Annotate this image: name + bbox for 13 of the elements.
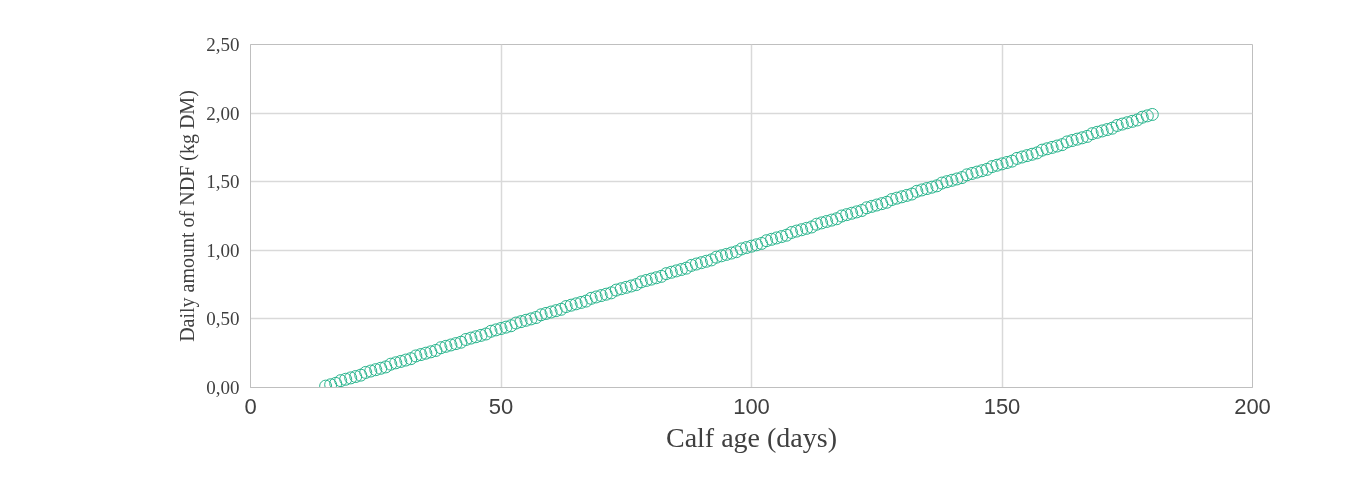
x-axis-title: Calf age (days): [665, 421, 838, 453]
y-tick-label: 0,50: [206, 308, 240, 330]
y-tick-label: 1,50: [206, 171, 240, 193]
y-tick-label: 1,00: [206, 239, 240, 261]
x-tick-label: 150: [983, 393, 1021, 419]
y-tick-label: 2,00: [206, 102, 240, 124]
x-tick-label: 50: [488, 393, 514, 419]
y-tick-label: 0,00: [206, 377, 240, 398]
x-tick-label: 0: [244, 393, 257, 419]
y-tick-label: 2,50: [206, 34, 240, 55]
x-tick-label: 100: [733, 393, 770, 419]
x-tick-label: 200: [1234, 393, 1271, 419]
y-axis-title: Daily amount of NDF (kg DM): [176, 90, 200, 342]
